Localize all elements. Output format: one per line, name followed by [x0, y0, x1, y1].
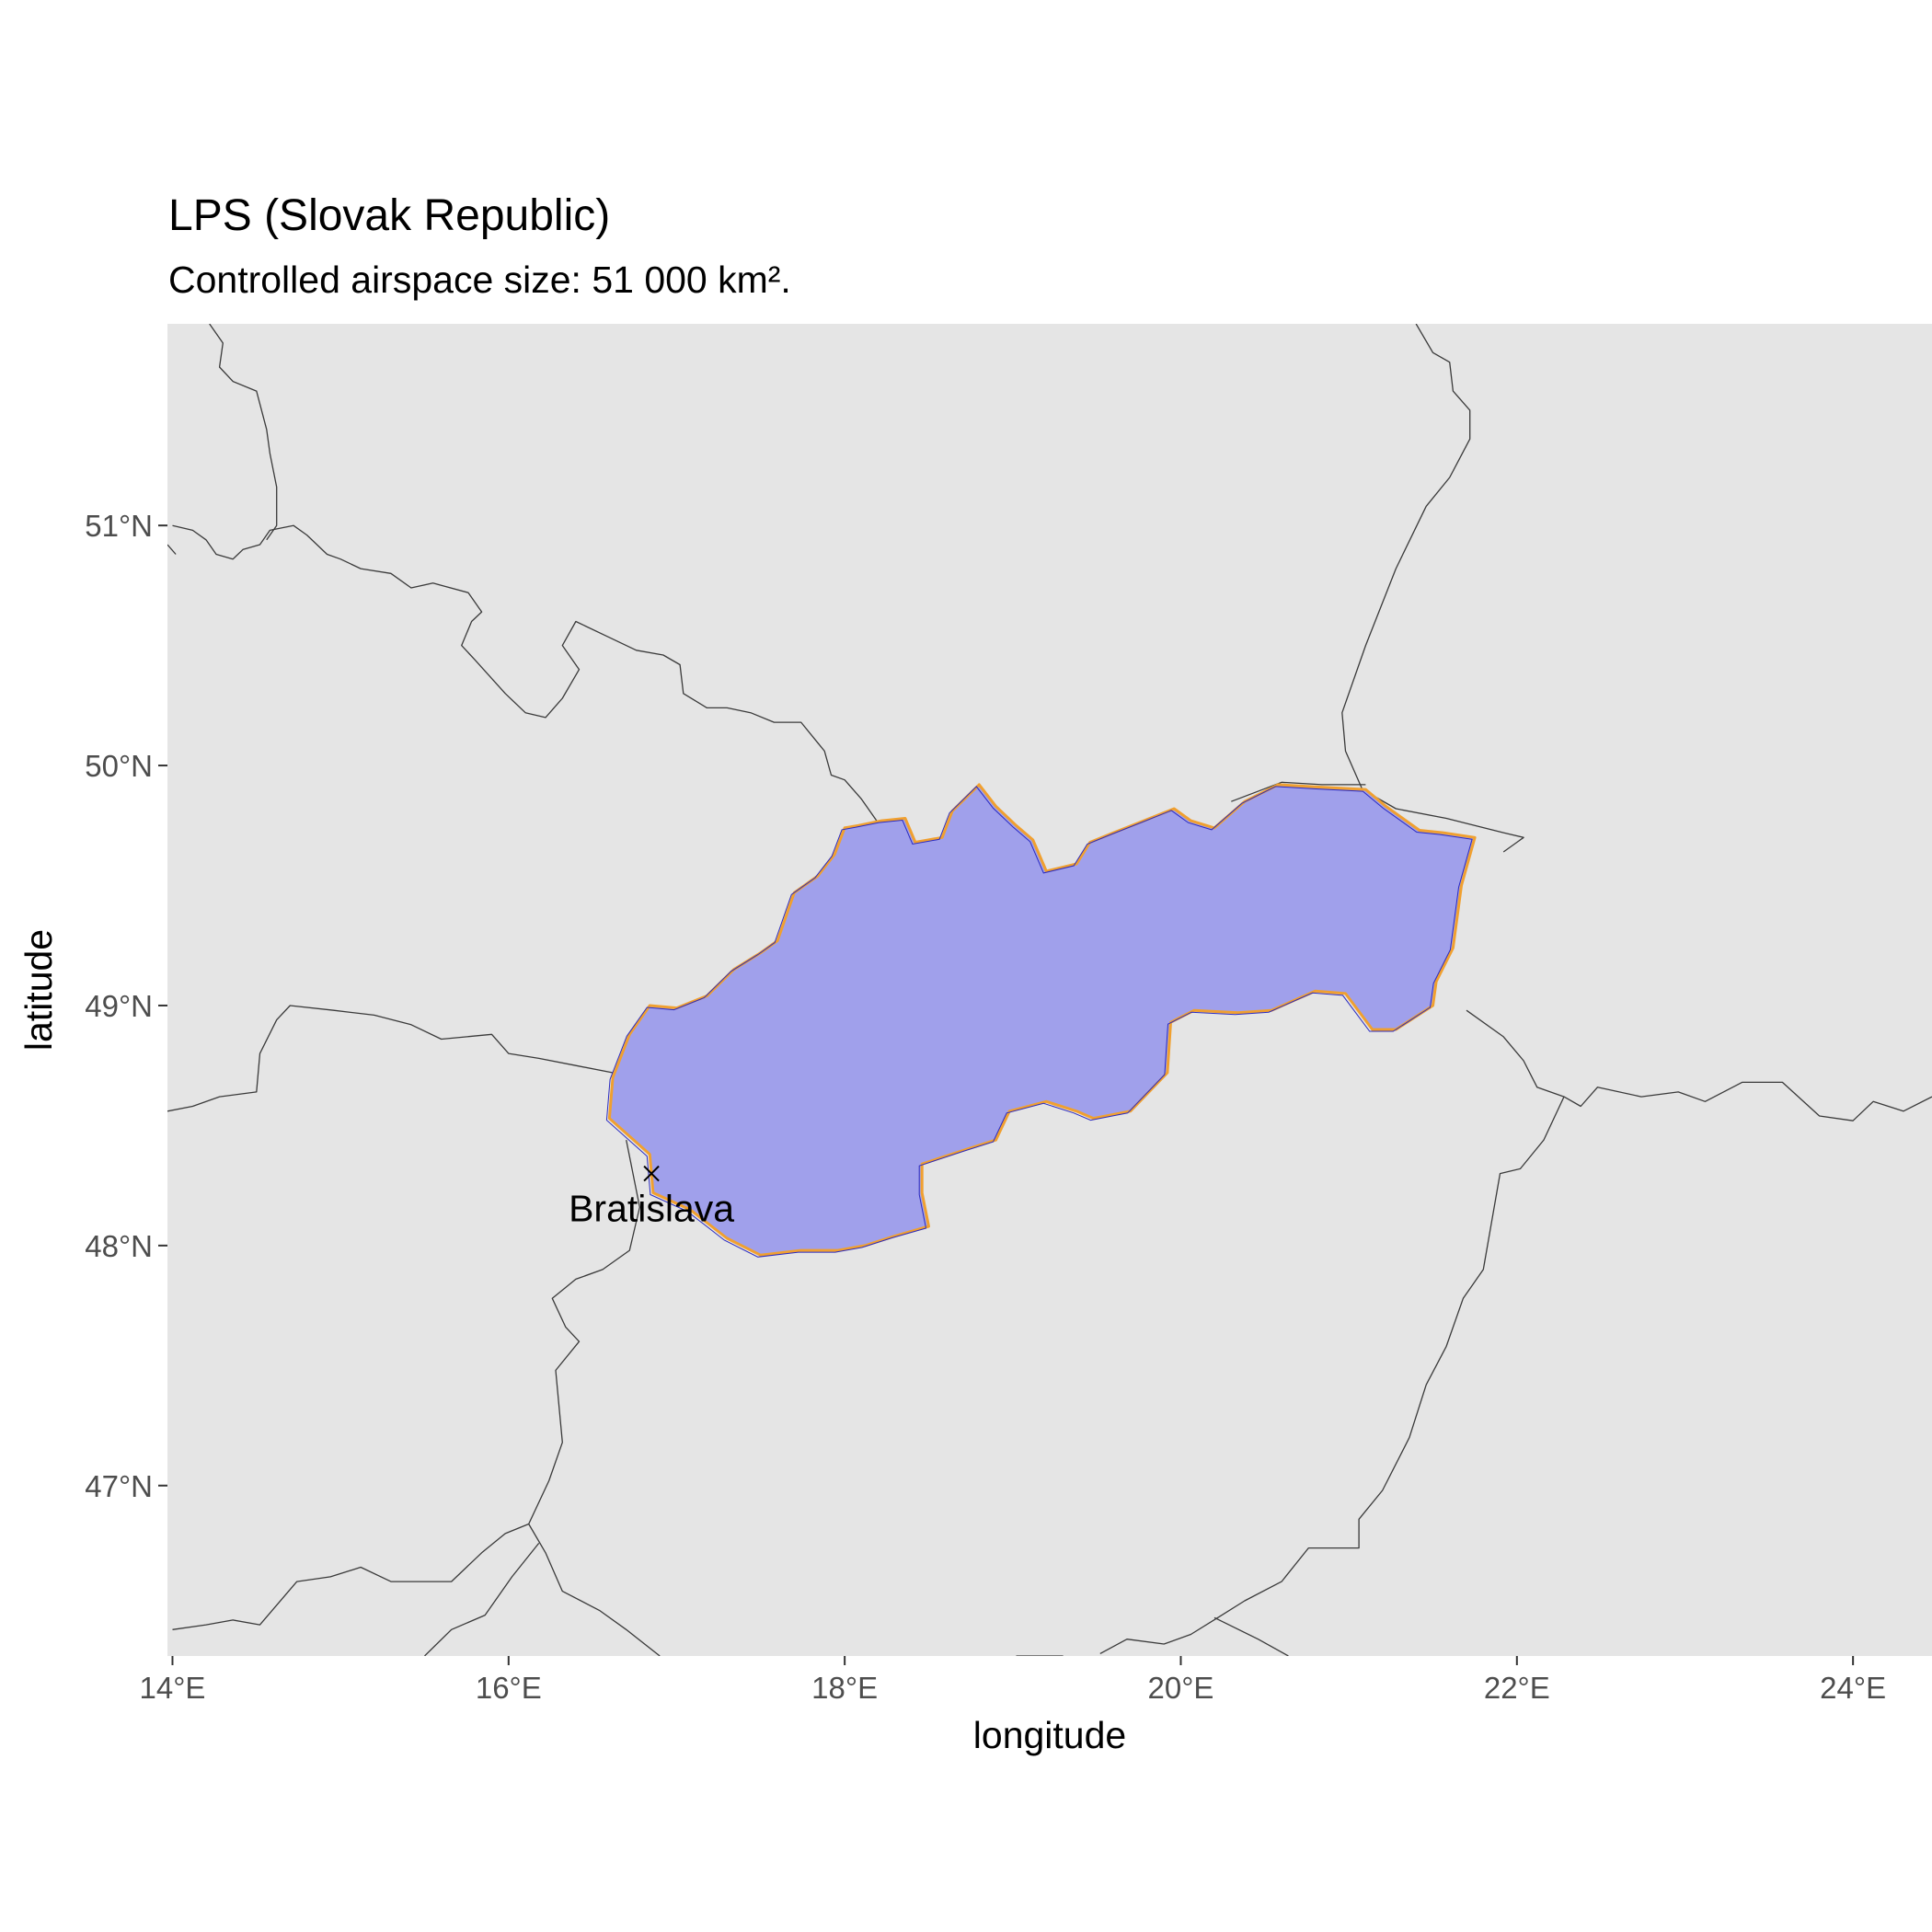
- border-line: [1231, 781, 1366, 802]
- y-tick-label: 50°N: [85, 749, 153, 783]
- x-axis: 14°E 16°E 18°E 20°E 22°E 24°E: [140, 1656, 1886, 1705]
- y-tick-label: 49°N: [85, 989, 153, 1023]
- map-layers: [167, 324, 1932, 1656]
- y-tick-label: 48°N: [85, 1229, 153, 1263]
- border-line: [1341, 324, 1524, 853]
- x-tick-label: 24°E: [1820, 1671, 1886, 1705]
- airspace-polygon: [607, 783, 1477, 1257]
- border-line: [1213, 1616, 1289, 1656]
- country-borders: [167, 324, 1932, 1656]
- map-title: LPS (Slovak Republic): [168, 191, 610, 240]
- x-tick-label: 22°E: [1484, 1671, 1550, 1705]
- x-tick-label: 18°E: [811, 1671, 878, 1705]
- y-axis: 47°N 48°N 49°N 50°N 51°N: [85, 509, 167, 1503]
- city-label: Bratislava: [569, 1188, 734, 1230]
- y-tick-label: 51°N: [85, 509, 153, 543]
- border-line: [167, 1005, 614, 1112]
- border-line: [424, 1542, 540, 1656]
- border-line: [528, 1524, 661, 1656]
- border-line: [1099, 1096, 1565, 1654]
- x-axis-title: longitude: [973, 1714, 1126, 1756]
- x-tick-label: 20°E: [1148, 1671, 1214, 1705]
- x-tick-label: 14°E: [140, 1671, 206, 1705]
- y-axis-title: latitude: [17, 929, 60, 1051]
- border-line: [172, 524, 880, 824]
- border-line: [209, 324, 278, 541]
- border-line: [167, 544, 177, 555]
- border-line: [1466, 1009, 1932, 1121]
- city-marker-stroke: [643, 1165, 660, 1182]
- x-tick-label: 16°E: [476, 1671, 542, 1705]
- city-marker-bratislava: [643, 1165, 660, 1182]
- country-outline: [605, 786, 1473, 1258]
- map-subtitle: Controlled airspace size: 51 000 km².: [168, 259, 791, 301]
- y-tick-label: 47°N: [85, 1469, 153, 1503]
